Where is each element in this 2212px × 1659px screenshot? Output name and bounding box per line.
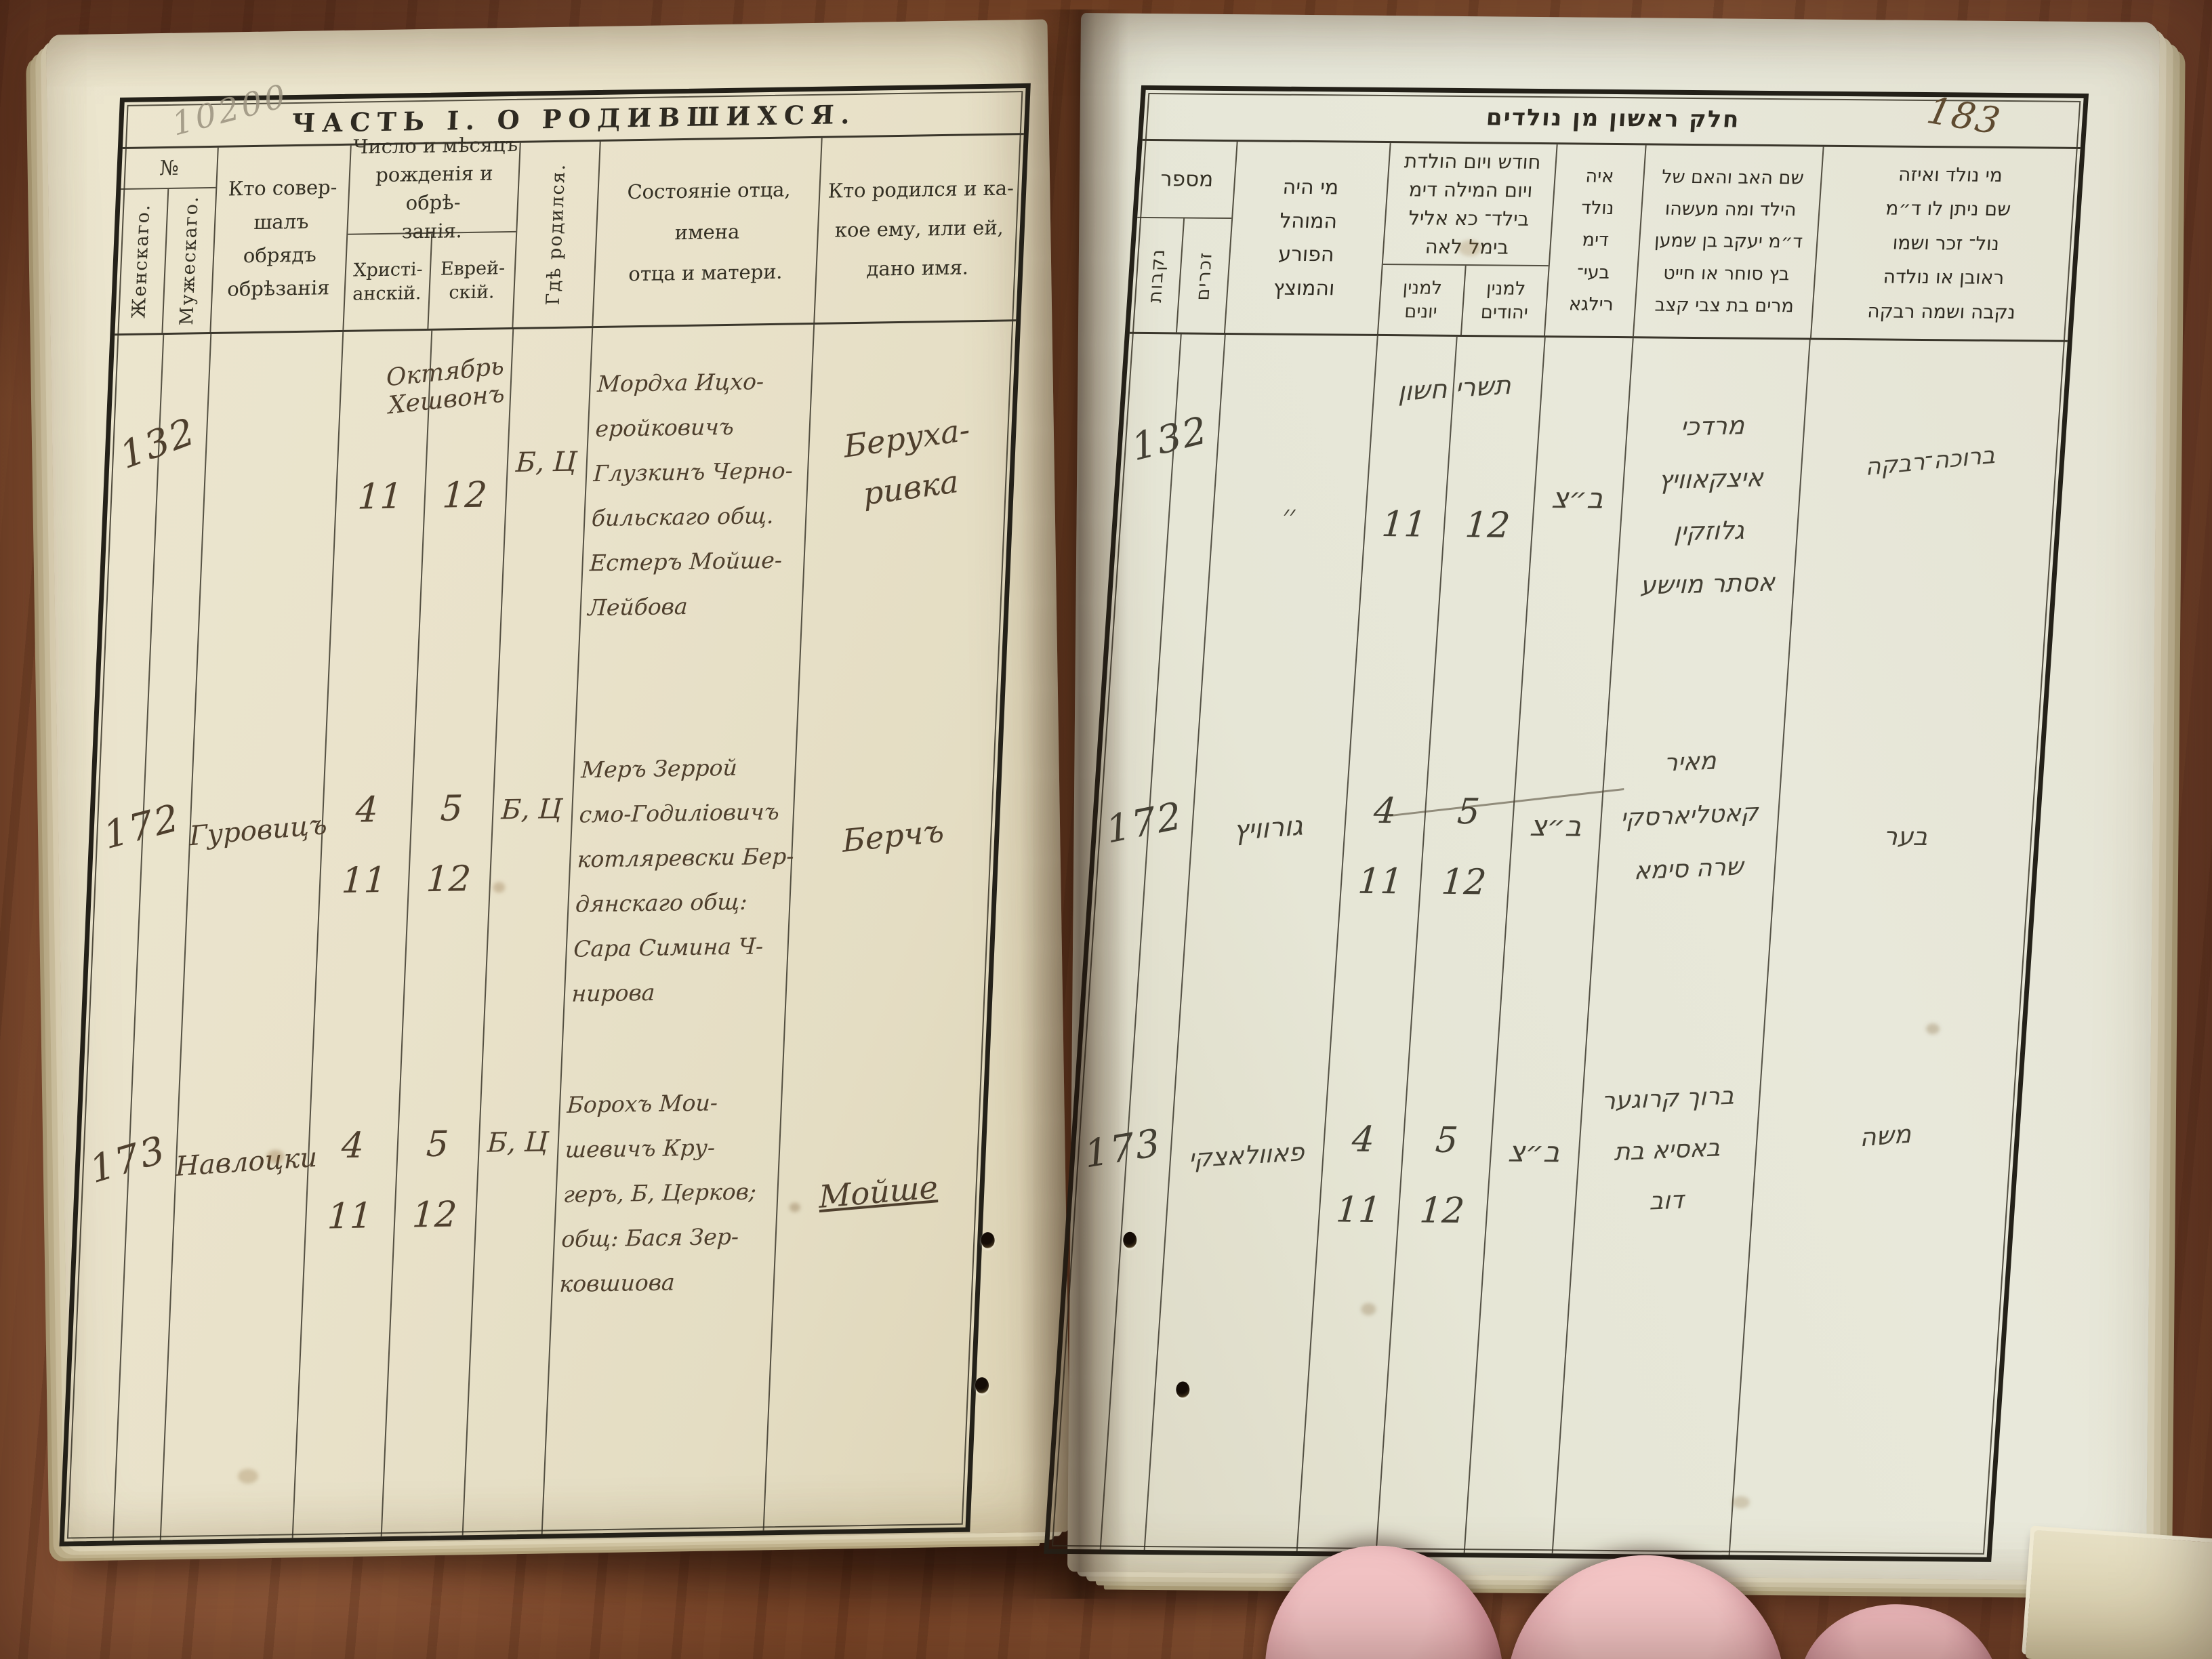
col-who-he: מי נולד ואיזה שם ניתן לו ד״מ נול־ זכר וש… <box>1811 147 2081 340</box>
child-name: Берчъ <box>841 812 945 859</box>
christian-date: 11 <box>356 476 404 518</box>
jewish-date: 12 <box>441 474 489 516</box>
left-table-body: Октябрь Хешвонъ 132 11 12 Б, Ц Мордха Иц… <box>64 321 1016 1541</box>
mohel-entry: Гуровицъ <box>188 809 328 853</box>
foxing-spot <box>1732 1496 1750 1509</box>
jewish-date-header: Еврей- скій. <box>440 258 506 304</box>
left-table-frame: 10200 ЧАСТЬ I. О РОДИВШИХСЯ. № Женскаго.… <box>59 77 1031 1547</box>
jewish-date: 5 12 <box>411 1124 458 1236</box>
father-entry-he: ברוך קרוגער באסיא בת דוב <box>1601 1082 1734 1216</box>
where-born-header: Гдѣ родился. <box>542 163 570 306</box>
page-corner-stack <box>2025 1530 2212 1659</box>
jewish-date: 5 12 <box>1418 1120 1466 1231</box>
right-title-band: חלק ראשון מן נולדים 183 <box>1142 89 2084 149</box>
month-note-handwritten-he: תשרי חשון <box>1397 369 1511 407</box>
where-born-value-he: ב״צ <box>1528 809 1583 843</box>
col-father: Состояніе отца, имена отца и матери. <box>593 138 823 327</box>
child-name: Мойше <box>818 1168 939 1215</box>
christian-date: 4 11 <box>340 790 388 902</box>
col-male: Мужескаго. <box>163 188 216 333</box>
wormhole <box>975 1377 989 1394</box>
wormhole <box>981 1231 995 1249</box>
left-page: 10200 ЧАСТЬ I. О РОДИВШИХСЯ. № Женскаго.… <box>45 19 1071 1548</box>
wormhole <box>1176 1381 1190 1398</box>
where-born-value-he: ב״צ <box>1551 480 1605 515</box>
col-where-he: איה נולד דימ בעי־ רילגא <box>1545 144 1647 337</box>
father-entry-he: מאיר קאטליארסקי שרה סימא <box>1620 747 1759 886</box>
jewish-date: 5 12 <box>1439 792 1488 903</box>
child-name-he: בער <box>1882 821 1929 852</box>
mohel-mark: ׳׳ <box>1281 499 1296 532</box>
who-born-header: Кто родился и ка- кое ему, или ей, дано … <box>827 176 1015 281</box>
foxing-spot <box>1361 1303 1376 1315</box>
mohel-entry: Навлоцки <box>175 1142 318 1183</box>
greek-count-header: למנין יונים <box>1378 264 1467 335</box>
right-page: חלק ראשון מן נולדים 183 מספר נקבות זכרים… <box>1044 13 2160 1581</box>
where-born-header-he: איה נולד דימ בעי־ רילגא <box>1568 165 1615 315</box>
female-label: Женскаго. <box>128 203 155 319</box>
christian-date-header: Христі- анскій. <box>344 233 433 330</box>
father-entry: Меръ Зеррой смо-Годиліовичъ котляревски … <box>571 754 795 1007</box>
christian-date: 4 11 <box>326 1125 373 1237</box>
mohel-entry-he: גורוויץ <box>1233 810 1303 847</box>
child-name: Беруха- ривка <box>842 411 971 512</box>
mohel-header-he: מי היה המוהל הפורע והמוצץ <box>1272 175 1340 300</box>
col-males-he: זכרים <box>1177 218 1231 333</box>
foxing-spot <box>1458 239 1482 257</box>
greek-date: 11 <box>1380 504 1428 546</box>
mispar-header: מספר <box>1160 167 1214 192</box>
col-father-he: שם האב והאם של הילד ומה מעשהו ד״מ יעקב ב… <box>1634 145 1824 338</box>
month-note-handwritten: Октябрь Хешвонъ <box>386 352 506 420</box>
who-born-header-he: מי נולד ואיזה שם ניתן לו ד״מ נול־ זכר וש… <box>1866 163 2016 323</box>
child-name-he: ברוכה־רבקה <box>1865 441 1996 481</box>
females-label: נקבות <box>1144 247 1169 303</box>
book-gutter-shadow <box>1020 9 1128 1599</box>
right-table-body: תשרי חשון 132 ׳׳ 11 12 ב״צ מרדכי איצקאוו… <box>1049 334 2068 1557</box>
jewish-date: 12 <box>1463 505 1512 546</box>
col-mohel: Кто совер- шалъ обрядъ обрѣзанія <box>211 145 352 332</box>
father-entry: Борохъ Мои- шевичъ Кру- геръ, Б, Церков;… <box>558 1089 757 1298</box>
col-dates-he: חודש ויום הולדת ויום המילה דימ בילד־ כא … <box>1378 143 1558 336</box>
father-entry: Мордха Ицхо- еройковичъ Глузкинъ Черно- … <box>587 367 794 621</box>
right-table-frame: חלק ראשון מן נולדים 183 מספר נקבות זכרים… <box>1044 85 2089 1562</box>
col-mispar: מספר נקבות זכרים <box>1129 140 1238 333</box>
number-sign: № <box>159 156 180 180</box>
col-who-born: Кто родился и ка- кое ему, или ей, дано … <box>815 135 1023 323</box>
col-number: № Женскаго. Мужескаго. <box>115 147 219 334</box>
jewish-date: 5 12 <box>425 788 472 901</box>
left-column-headers: № Женскаго. Мужескаго. Кто совер- шалъ о… <box>115 133 1024 336</box>
col-mohel-he: מי היה המוהל הפורע והמוצץ <box>1225 142 1391 334</box>
col-females-he: נקבות <box>1129 218 1185 333</box>
mohel-entry-he: פאוולאצקי <box>1188 1137 1305 1174</box>
child-name-he: משה <box>1860 1119 1912 1153</box>
males-label: זכרים <box>1192 251 1216 301</box>
mohel-header: Кто совер- шалъ обрядъ обрѣзанія <box>226 176 338 301</box>
right-column-headers: מספר נקבות זכרים מי היה המוהל הפורע והמו… <box>1129 140 2081 342</box>
male-label: Мужескаго. <box>176 195 203 326</box>
father-header: Состояніе отца, имена отца и матери. <box>626 178 792 286</box>
col-dates: Число и мѣсяцъ рожденія и обрѣ- занія. Х… <box>344 133 521 330</box>
rule <box>159 333 212 1540</box>
where-born-value: Б, Ц <box>487 1126 549 1159</box>
entry-number: 132 <box>1128 408 1212 470</box>
father-entry-he: מרדכי איצקאוויץ גלוזקין אסתר מוישע <box>1639 410 1776 600</box>
dates-group-header: Число и мѣсяцъ рожденія и обрѣ- занія. <box>348 133 520 243</box>
jewish-count-header: למנין יהודים <box>1479 278 1529 323</box>
col-female: Женскаго. <box>115 188 169 334</box>
rule <box>112 335 165 1541</box>
foxing-spot <box>1925 1023 1940 1035</box>
where-born-value-he: ב״צ <box>1507 1134 1561 1169</box>
col-where-born: Гдѣ родился. <box>513 141 601 327</box>
greek-date: 4 11 <box>1356 791 1404 903</box>
where-born-value: Б, Ц <box>500 794 563 826</box>
father-header-he: שם האב והאם של הילד ומה מעשהו ד״מ יעקב ב… <box>1654 166 1805 317</box>
where-born-value: Б, Ц <box>515 446 577 479</box>
greek-date: 4 11 <box>1334 1119 1382 1231</box>
